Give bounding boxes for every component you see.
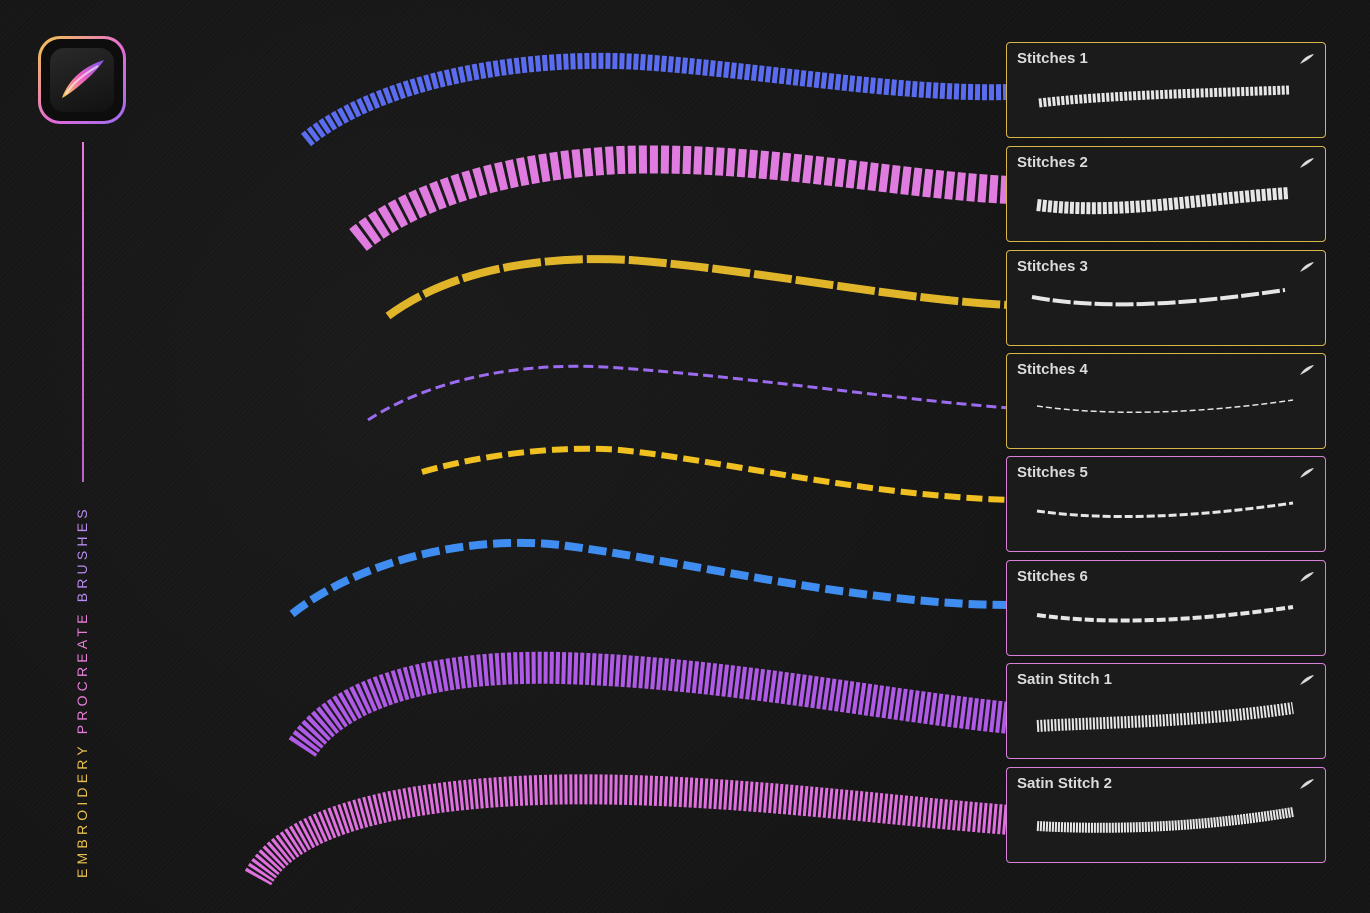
brush-card-satin-stitch-2[interactable]: Satin Stitch 2	[1006, 767, 1326, 863]
brush-stroke-icon	[1300, 54, 1314, 64]
brush-name: Stitches 4	[1017, 361, 1088, 378]
brush-stroke-icon	[1300, 468, 1314, 478]
stroke-stitches-5	[421, 445, 1010, 503]
brush-preview	[1036, 501, 1294, 519]
brush-card-stitches-2[interactable]: Stitches 2	[1006, 146, 1326, 242]
brush-preview	[1038, 85, 1290, 108]
app-icon	[38, 36, 126, 124]
brush-card-stitches-4[interactable]: Stitches 4	[1006, 353, 1326, 449]
brush-preview	[1036, 702, 1294, 732]
brush-name: Stitches 1	[1017, 50, 1088, 67]
brush-name: Satin Stitch 1	[1017, 671, 1113, 688]
stroke-samples	[244, 52, 1010, 886]
stroke-satin-stitch-1	[288, 651, 1010, 758]
stroke-stitches-6	[289, 538, 1010, 618]
stroke-stitches-3	[385, 255, 1010, 320]
brush-name: Satin Stitch 2	[1017, 775, 1113, 792]
stroke-stitches-2	[349, 145, 1010, 252]
brush-name: Stitches 5	[1017, 464, 1088, 481]
brush-card-satin-stitch-1[interactable]: Satin Stitch 1	[1006, 663, 1326, 759]
brush-card-stitches-1[interactable]: Stitches 1	[1006, 42, 1326, 138]
brush-preview	[1036, 807, 1294, 833]
brush-name: Stitches 6	[1017, 568, 1088, 585]
brush-card-stitches-6[interactable]: Stitches 6	[1006, 560, 1326, 656]
brush-name: Stitches 3	[1017, 258, 1088, 275]
stroke-stitches-1	[300, 52, 1010, 147]
brush-card-stitches-5[interactable]: Stitches 5	[1006, 456, 1326, 552]
brush-stroke-icon	[1300, 158, 1314, 168]
stroke-satin-stitch-2	[244, 774, 1010, 886]
brush-preview	[1036, 187, 1290, 215]
brush-preview	[1036, 399, 1294, 413]
brush-stroke-icon	[1300, 365, 1314, 375]
brush-preview	[1036, 605, 1294, 623]
brush-stroke-icon	[1300, 572, 1314, 582]
brush-name: Stitches 2	[1017, 154, 1088, 171]
vertical-divider	[82, 142, 84, 482]
procreate-brush-icon	[50, 48, 114, 112]
stroke-stitches-4	[367, 364, 1010, 422]
brush-stroke-icon	[1300, 262, 1314, 272]
brush-stroke-icon	[1300, 779, 1314, 789]
brush-card-stitches-3[interactable]: Stitches 3	[1006, 250, 1326, 346]
brush-stroke-icon	[1300, 675, 1314, 685]
brush-preview	[1031, 288, 1286, 307]
